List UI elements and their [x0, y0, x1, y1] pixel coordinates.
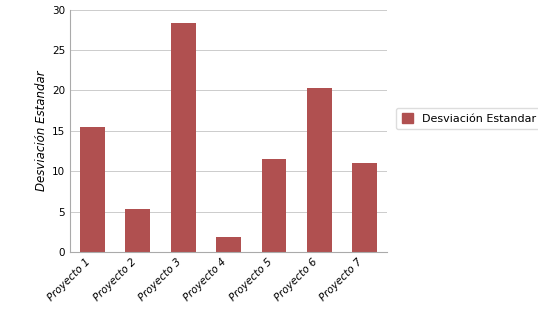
Bar: [171, 24, 196, 252]
Bar: [80, 127, 105, 252]
Bar: [352, 163, 377, 252]
Bar: [307, 88, 332, 252]
Bar: [216, 237, 241, 252]
Bar: [261, 159, 286, 252]
Legend: Desviación Estandar: Desviación Estandar: [396, 108, 538, 130]
Bar: [125, 209, 151, 252]
Y-axis label: Desviación Estandar: Desviación Estandar: [34, 70, 48, 191]
